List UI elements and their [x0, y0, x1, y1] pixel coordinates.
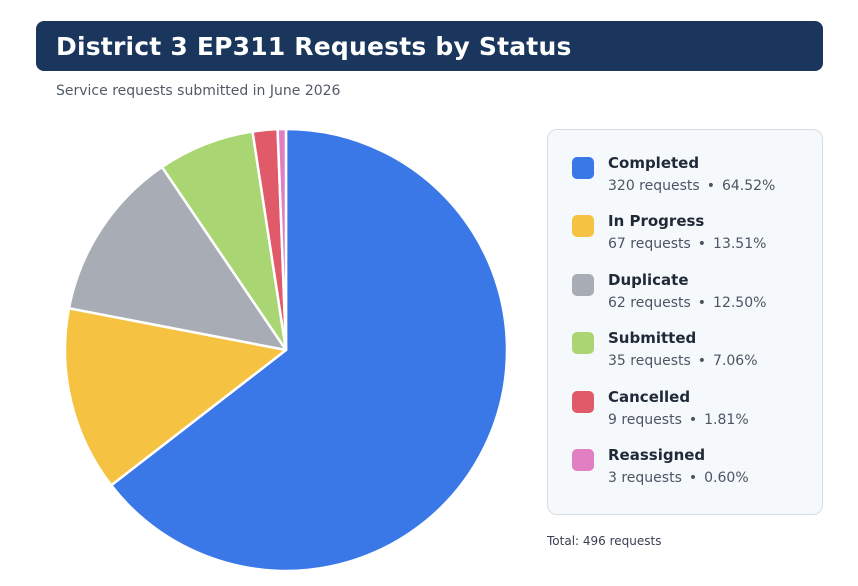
pie-slice-duplicate	[67, 165, 288, 352]
legend-detail: 62 requests • 12.50%	[608, 295, 766, 311]
title-bar: District 3 EP311 Requests by Status	[36, 21, 823, 71]
legend-count: 9 requests	[608, 412, 682, 428]
legend-swatch-submitted	[572, 332, 594, 354]
total-count: Total: 496 requests	[547, 534, 662, 548]
legend-separator: •	[706, 178, 715, 194]
legend-percent: 1.81%	[704, 412, 749, 428]
legend-detail: 67 requests • 13.51%	[608, 236, 766, 252]
legend-swatch-in-progress	[572, 215, 594, 237]
legend-swatch-duplicate	[572, 274, 594, 296]
legend-detail: 35 requests • 7.06%	[608, 353, 758, 369]
legend-separator: •	[688, 412, 698, 428]
legend-detail: 3 requests • 0.60%	[608, 470, 749, 486]
legend-label: Submitted	[608, 329, 697, 347]
legend: Completed 320 requests • 64.52% In Progres…	[547, 129, 823, 515]
pie-slice-reassigned	[276, 127, 288, 352]
legend-count: 67 requests	[608, 236, 691, 252]
chart-subtitle: Service requests submitted in June 2026	[56, 83, 341, 99]
legend-label: Duplicate	[608, 271, 689, 289]
pie-slice-completed	[109, 127, 509, 573]
legend-percent: 12.50%	[713, 295, 767, 311]
legend-swatch-reassigned	[572, 449, 594, 471]
legend-swatch-cancelled	[572, 391, 594, 413]
legend-percent: 7.06%	[713, 353, 758, 369]
legend-percent: 0.60%	[704, 470, 749, 486]
legend-separator: •	[688, 470, 698, 486]
pie-slice-in-progress	[63, 307, 288, 487]
legend-count: 62 requests	[608, 295, 691, 311]
legend-label: In Progress	[608, 212, 705, 230]
legend-separator: •	[697, 236, 707, 252]
legend-swatch-completed	[572, 157, 594, 179]
legend-detail: 320 requests • 64.52%	[608, 178, 775, 194]
legend-percent: 13.51%	[713, 236, 767, 252]
legend-detail: 9 requests • 1.81%	[608, 412, 749, 428]
legend-label: Cancelled	[608, 388, 691, 406]
legend-separator: •	[697, 295, 707, 311]
legend-separator: •	[697, 353, 707, 369]
legend-count: 320 requests	[608, 178, 700, 194]
legend-count: 35 requests	[608, 353, 691, 369]
pie-chart	[63, 127, 509, 573]
legend-label: Completed	[608, 154, 700, 172]
chart-title: District 3 EP311 Requests by Status	[56, 31, 572, 61]
legend-percent: 64.52%	[721, 178, 776, 194]
legend-count: 3 requests	[608, 470, 682, 486]
legend-label: Reassigned	[608, 446, 706, 464]
